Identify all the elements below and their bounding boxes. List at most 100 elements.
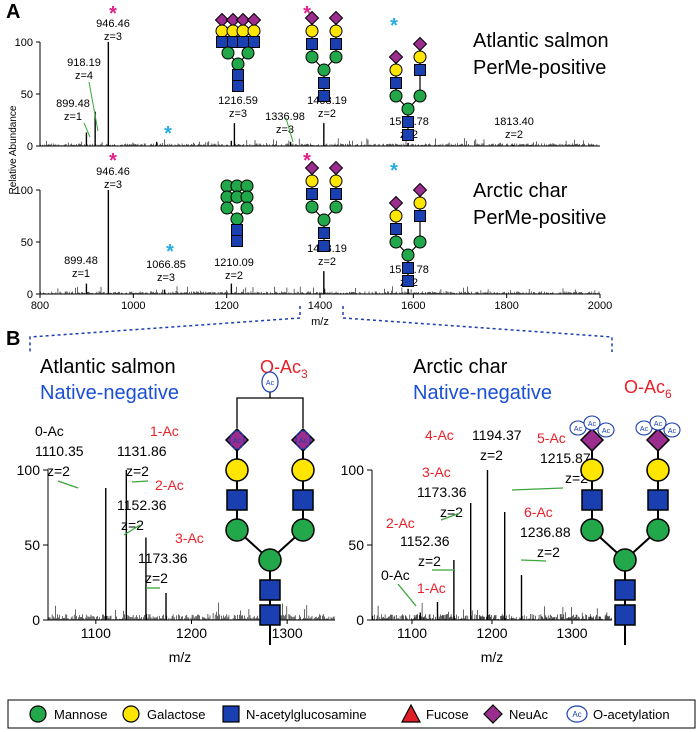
star-icon: * <box>166 241 174 263</box>
peak-label-z: z=2 <box>126 463 149 479</box>
peak-label-mz: 1173.36 <box>417 484 467 500</box>
mannose-icon <box>240 179 254 193</box>
glycan-structures-large: Ac Ac Ac Ac Ac Ac Ac Ac Ac <box>225 371 681 645</box>
star-icon: * <box>109 3 117 25</box>
peak-label-z: z=1 <box>72 268 90 280</box>
peak-label-z: z=2 <box>505 129 523 141</box>
mannose-icon <box>646 518 670 542</box>
legend-label: N-acetylglucosamine <box>246 707 367 722</box>
glycan-structure <box>220 179 254 247</box>
peak-label-mz: 1131.86 <box>117 443 167 459</box>
noise-baseline <box>48 602 335 620</box>
salmon-native-ytick-0: 0 <box>32 612 40 628</box>
glcnac-icon <box>402 129 414 141</box>
mannose-icon <box>240 201 254 215</box>
salmon-perme-ytick-50: 50 <box>21 89 33 101</box>
mannose-icon <box>225 518 249 542</box>
peak-label-mz: 1216.59 <box>218 95 258 107</box>
galactose-icon <box>389 63 403 77</box>
x-tick-label: 800 <box>31 300 49 312</box>
x-tick-label: 1200 <box>476 625 507 641</box>
glycan-structures-small <box>215 11 427 287</box>
ac-label: 3-Ac <box>175 530 204 546</box>
mannose-icon <box>221 46 235 60</box>
x-tick-label: 1100 <box>397 625 427 641</box>
peak-label-z: z=1 <box>64 111 82 123</box>
salmon-native-ytick-100: 100 <box>17 462 41 478</box>
glycan-structure <box>305 161 343 252</box>
glcnac-icon <box>414 64 426 76</box>
char-native-x-ticks: 1100 1200 1300 <box>397 620 588 641</box>
star-icon: * <box>303 150 311 172</box>
galactose-icon <box>329 24 343 38</box>
char-native-modification: O-Ac6 <box>624 377 672 401</box>
glycan-structure: Ac Ac Ac Ac Ac Ac <box>569 415 681 645</box>
mannose-icon <box>580 518 604 542</box>
char-native-peak-labels: 0-Ac 1-Ac 2-Ac 1152.36 z=2 3-Ac 1173.36 … <box>381 427 591 596</box>
oacetyl-icon: Ac <box>663 422 681 438</box>
galactose-icon <box>122 705 140 723</box>
svg-text:Ac: Ac <box>588 421 597 428</box>
svg-text:Ac: Ac <box>654 421 663 428</box>
galactose-icon <box>580 458 604 482</box>
mannose-icon <box>220 201 234 215</box>
galactose-icon <box>646 458 670 482</box>
mannose-icon <box>413 89 427 103</box>
ac-label: 4-Ac <box>425 427 454 443</box>
glycan-structure <box>389 37 427 141</box>
legend: Mannose Galactose N-acetylglucosamine Fu… <box>7 699 696 729</box>
mannose-icon <box>329 200 343 214</box>
mannose-icon <box>413 235 427 249</box>
y-axis-title: Relative Abundance <box>8 105 19 194</box>
mannose-icon <box>230 212 244 226</box>
char-native-title-1: Arctic char <box>413 356 508 378</box>
perme-x-ticks: 800 1000 1200 1400 1600 1800 2000 <box>31 294 612 312</box>
legend-label: Fucose <box>426 707 469 722</box>
glycan-structure <box>225 428 315 645</box>
glcnac-icon <box>231 224 243 236</box>
glcnac-icon <box>227 36 239 48</box>
glcnac-icon <box>231 235 243 247</box>
mannose-icon <box>389 235 403 249</box>
glcnac-icon <box>306 38 318 50</box>
peak-label-mz: 918.19 <box>67 57 101 69</box>
peak-label-z: z=3 <box>229 108 247 120</box>
svg-text:Ac: Ac <box>233 438 242 445</box>
oacetyl-icon: Ac <box>229 430 245 450</box>
ac-label: 1-Ac <box>150 423 179 439</box>
salmon-perme-title-1: Atlantic salmon <box>473 30 609 52</box>
neuac-icon <box>413 37 427 51</box>
peak-label-z: z=2 <box>318 108 336 120</box>
noise-baseline <box>40 138 600 146</box>
peak-label-z: z=2 <box>121 517 144 533</box>
svg-text:Ac: Ac <box>266 380 275 387</box>
peak-label-mz: 946.46 <box>96 18 130 30</box>
mannose-icon <box>401 248 415 262</box>
glcnac-icon <box>292 489 314 511</box>
mannose-icon <box>317 213 331 227</box>
star-icon: * <box>303 3 311 25</box>
salmon-perme-peak-labels: 946.46 z=3 918.19 z=4 899.48 z=1 1216.59… <box>56 18 534 141</box>
legend-label: NeuAc <box>509 707 549 722</box>
ac-label: 0-Ac <box>381 567 410 583</box>
glcnac-icon <box>402 262 414 274</box>
salmon-native-leaders <box>57 480 160 589</box>
salmon-perme-ytick-0: 0 <box>27 141 33 153</box>
glcnac-icon <box>222 705 240 723</box>
mannose-icon <box>613 548 637 572</box>
svg-text:Ac: Ac <box>574 426 583 433</box>
noise-baseline <box>40 286 600 294</box>
peak-label-z: z=3 <box>104 179 122 191</box>
x-tick-label: 1100 <box>81 625 111 641</box>
peak-label-z: z=3 <box>157 272 175 284</box>
ac-label: 3-Ac <box>422 464 451 480</box>
mannose-icon <box>241 46 255 60</box>
galactose-icon <box>305 174 319 188</box>
galactose-icon <box>225 458 249 482</box>
peak-label-mz: 1813.40 <box>494 116 534 128</box>
peak-label-z: z=2 <box>480 447 503 463</box>
salmon-native-title-2: Native-negative <box>40 382 179 404</box>
glcnac-icon <box>226 489 248 511</box>
peak-star-markers: * * * * * * * * <box>109 3 398 263</box>
ac-label: 2-Ac <box>155 477 184 493</box>
